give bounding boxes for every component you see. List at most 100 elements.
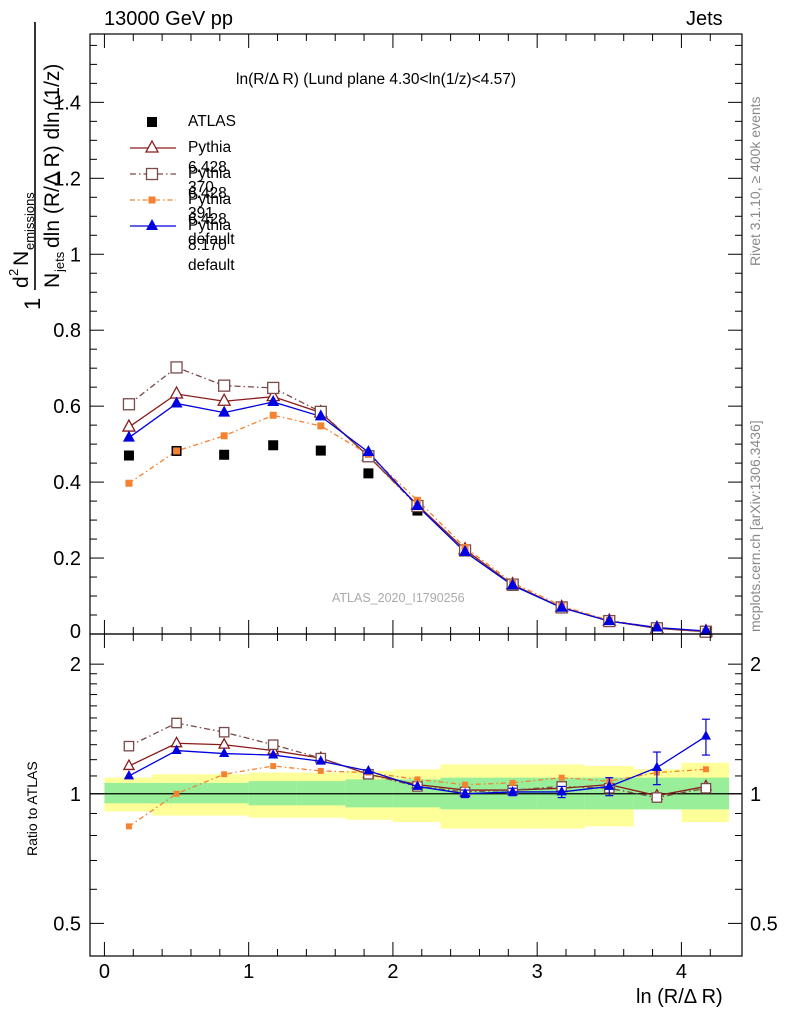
data-point-pythia-6-428-370 [121,418,137,432]
y-tick-label: 0.6 [53,396,81,418]
ratio-point-pythia-6-428-default [462,781,469,788]
ratio-point-pythia-8-170-default [268,749,279,759]
ratio-point-pythia-6-428-370 [122,758,136,771]
svg-text:2: 2 [6,269,21,276]
analysis-watermark: ATLAS_2020_I1790256 [332,591,465,605]
ratio-point-pythia-8-170-default [171,744,182,754]
svg-text:jets: jets [52,251,66,273]
ratio-point-pythia-8-170-default [604,780,615,790]
square-marker-icon [147,117,157,127]
data-point-atlas [123,450,134,461]
triangle-open-marker-icon [130,139,176,153]
side-text-mcplots: mcplots.cern.ch [arXiv:1306.3436] [747,420,763,632]
y-tick-label: 1.4 [53,92,81,114]
ratio-point-pythia-6-428-default [125,823,132,830]
header-left: 13000 GeV pp [104,8,233,30]
header-right: Jets [686,8,723,30]
ratio-point-pythia-8-170-default [507,785,518,796]
ratio-point-pythia-6-428-default [270,763,277,769]
svg-text:1: 1 [20,298,45,310]
ratio-point-pythia-6-428-default [558,774,565,781]
ratio-y-tick-label: 2 [70,654,81,676]
data-point-pythia-6-428-default [317,422,325,430]
x-tick-label: 4 [676,961,687,983]
y-tick-label: 1.2 [53,168,81,190]
data-point-pythia-8-170-default [411,499,424,511]
ratio-point-pythia-6-428-default [173,790,180,797]
data-point-atlas [219,449,230,460]
data-point-pythia-8-170-default [603,614,616,626]
data-point-pythia-6-428-default [173,447,181,455]
uncertainty-band-inner [201,782,249,804]
data-point-pythia-8-170-default [267,394,280,406]
data-point-atlas [315,445,326,456]
x-axis-label: ln (R/Δ R) [636,986,723,1008]
ratio-point-pythia-6-428-391 [218,726,230,738]
y-tick-label: 0.8 [53,320,81,342]
ratio-point-pythia-6-428-391 [267,739,279,751]
x-tick-label: 3 [532,961,543,983]
ratio-point-pythia-6-428-370 [217,737,231,749]
ratio-point-pythia-8-170-default [315,755,326,765]
data-point-pythia-6-428-391 [218,379,231,392]
x-tick-label: 2 [387,961,398,983]
ratio-point-pythia-6-428-default [317,767,324,774]
y-tick-label: 0.4 [53,472,81,494]
svg-text:d: d [10,276,33,288]
data-point-pythia-6-428-391 [267,381,280,395]
data-point-pythia-8-170-default [699,623,712,635]
svg-text:dln (R/Δ R) dln (1/z): dln (R/Δ R) dln (1/z) [41,64,64,248]
ratio-point-pythia-8-170-default [219,747,230,757]
legend-label: ATLAS [188,113,236,130]
ratio-plot-frame [89,633,743,957]
ratio-point-pythia-6-428-default [509,779,516,786]
x-tick-label: 0 [99,961,110,983]
data-point-pythia-8-170-default [555,600,568,612]
data-point-pythia-6-428-default [220,432,228,440]
main-plot-title: ln(R/Δ R) (Lund plane 4.30<ln(1/z)<4.57) [236,71,517,88]
legend-label: Pythia 8.170 default [188,217,235,274]
data-point-pythia-6-428-370 [169,385,184,399]
data-point-pythia-6-428-391 [122,398,136,411]
data-point-pythia-8-170-default [459,544,472,556]
svg-text:emissions: emissions [22,192,37,250]
data-point-pythia-6-428-391 [170,361,183,374]
ratio-y-tick-label-right: 2 [750,654,761,676]
square-small-marker-icon [130,196,176,204]
data-point-atlas [268,440,279,451]
y-tick-label: 1 [70,244,81,266]
x-tick-label: 1 [243,961,254,983]
data-point-pythia-8-170-default [122,430,135,442]
data-point-pythia-8-170-default [362,445,375,457]
side-text-rivet: Rivet 3.1.10, ≥ 400k events [747,96,763,266]
ratio-point-pythia-8-170-default [123,770,135,780]
data-point-pythia-6-428-370 [217,392,232,406]
triangle-filled-marker-icon [130,219,176,230]
uncertainty-band-inner [104,782,153,804]
ratio-point-pythia-6-428-391 [651,792,663,803]
ratio-point-pythia-6-428-default [702,766,709,773]
data-point-pythia-8-170-default [314,409,327,421]
ratio-y-tick-label-right: 1 [750,784,761,806]
data-point-pythia-8-170-default [650,620,663,632]
legend-label: Pythia 6.428 391 [188,165,232,222]
ratio-point-pythia-8-170-default [363,764,374,775]
ratio-point-pythia-8-170-default [651,761,662,772]
ratio-point-pythia-8-170-default [412,780,423,790]
y-tick-label: 0.2 [53,548,81,570]
ratio-y-tick-label: 0.5 [53,913,81,935]
ratio-point-pythia-6-428-default [221,771,228,778]
data-point-atlas [363,468,374,479]
y-tick-label: 0 [70,621,81,643]
data-point-pythia-8-170-default [506,578,519,590]
data-point-pythia-6-428-default [269,411,277,419]
ratio-point-pythia-8-170-default [700,730,712,740]
legend-label: Pythia 6.428 default [188,191,235,248]
data-point-pythia-8-170-default [170,396,183,408]
ratio-y-tick-label: 1 [70,784,81,806]
y-axis-label-ratio: Ratio to ATLAS [24,761,40,856]
data-point-pythia-8-170-default [218,405,231,417]
ratio-point-pythia-6-428-391 [700,782,712,794]
